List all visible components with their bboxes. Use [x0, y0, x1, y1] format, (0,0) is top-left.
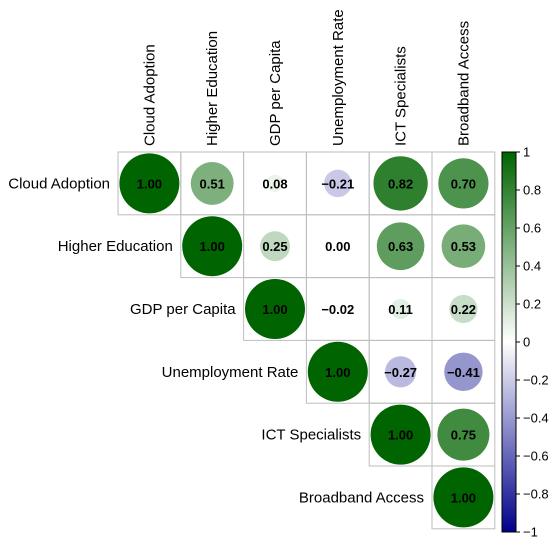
- correlation-value-0-2: 0.08: [262, 176, 287, 191]
- correlation-value-0-5: 0.70: [451, 176, 476, 191]
- correlation-value-1-1: 1.00: [200, 239, 225, 254]
- correlation-value-0-1: 0.51: [200, 176, 225, 191]
- correlation-circle-1-2: [260, 231, 290, 262]
- correlation-circle-3-4: [385, 356, 417, 388]
- column-labels: Cloud Adoption Higher Education GDP per Ca…: [141, 9, 472, 146]
- correlation-circle-1-5: [441, 224, 486, 269]
- correlation-value-2-5: 0.22: [451, 302, 476, 317]
- circle-layer: [119, 153, 494, 528]
- correlation-value-3-5: −0.41: [447, 365, 480, 380]
- correlation-circle-0-5: [438, 158, 489, 209]
- correlation-value-0-0: 1.00: [137, 176, 162, 191]
- correlation-circle-0-3: [324, 169, 352, 198]
- colorbar-gradient: [501, 151, 517, 533]
- column-label-cloud-adoption: Cloud Adoption: [141, 44, 158, 146]
- colorbar-tick-label: 0: [523, 335, 530, 350]
- correlation-value-2-4: 0.11: [388, 302, 413, 317]
- grid-layer: [117, 151, 496, 530]
- correlation-value-1-5: 0.53: [451, 239, 476, 254]
- correlation-circle-2-5: [449, 294, 478, 324]
- row-labels: Cloud Adoption Higher Education GDP per Ca…: [8, 175, 424, 506]
- correlation-value-1-2: 0.25: [262, 239, 287, 254]
- row-label-cloud-adoption: Cloud Adoption: [8, 175, 110, 192]
- colorbar-tick-label: 1: [523, 145, 530, 160]
- column-label-ict-specialists: ICT Specialists: [393, 46, 410, 146]
- column-label-gdp-per-capita: GDP per Capita: [267, 40, 284, 146]
- colorbar-tick-label: −1: [523, 525, 538, 540]
- correlation-circle-1-4: [376, 222, 425, 271]
- correlation-circle-3-3: [307, 341, 368, 402]
- column-label-broadband-access: Broadband Access: [455, 21, 472, 146]
- correlation-value-1-4: 0.63: [388, 239, 413, 254]
- colorbar-tick-label: 0.4: [523, 259, 541, 274]
- column-label-unemployment-rate: Unemployment Rate: [330, 9, 347, 146]
- correlation-value-4-4: 1.00: [388, 428, 413, 443]
- colorbar-tick-label: 0.6: [523, 221, 541, 236]
- correlation-value-2-3: −0.02: [321, 302, 354, 317]
- correlation-circle-0-4: [373, 156, 428, 211]
- correlation-value-0-4: 0.82: [388, 176, 413, 191]
- correlation-circle-5-5: [433, 467, 494, 528]
- row-label-gdp-per-capita: GDP per Capita: [130, 301, 236, 318]
- correlation-circle-2-3: [333, 304, 343, 314]
- correlation-circle-3-5: [444, 352, 483, 392]
- colorbar-tick-label: −0.6: [523, 449, 549, 464]
- correlation-value-3-4: −0.27: [384, 365, 417, 380]
- correlation-circle-0-0: [119, 153, 180, 214]
- correlation-circle-1-1: [182, 216, 243, 277]
- correlation-circle-4-5: [437, 408, 490, 461]
- correlation-value-2-2: 1.00: [262, 302, 287, 317]
- correlation-circle-0-1: [190, 161, 234, 205]
- correlation-value-4-5: 0.75: [451, 428, 476, 443]
- correlation-circle-0-2: [266, 174, 284, 192]
- column-label-higher-education: Higher Education: [204, 31, 221, 146]
- correlation-value-5-5: 1.00: [451, 490, 476, 505]
- colorbar-tick-label: −0.4: [523, 411, 549, 426]
- row-label-ict-specialists: ICT Specialists: [261, 427, 361, 444]
- row-label-broadband-access: Broadband Access: [299, 489, 424, 506]
- correlation-circle-4-4: [370, 404, 431, 465]
- colorbar-tick-label: 0.8: [523, 183, 541, 198]
- cell-5-5: [431, 465, 496, 530]
- row-label-unemployment-rate: Unemployment Rate: [162, 364, 299, 381]
- row-label-higher-education: Higher Education: [58, 238, 173, 255]
- colorbar-tick-label: 0.2: [523, 297, 541, 312]
- correlation-value-1-3: 0.00: [325, 239, 350, 254]
- correlation-value-3-3: 1.00: [325, 365, 350, 380]
- colorbar: 1 0.8 0.6 0.4 0.2 0 −0.2 −0.4 −0.6 −0.8 −1: [501, 145, 549, 540]
- value-layer: 1.00 0.51 0.08 −0.21 0.82 0.70 1.00 0.25 0.00 0.6…: [137, 176, 480, 505]
- correlation-value-0-3: −0.21: [321, 176, 354, 191]
- colorbar-tick-label: −0.2: [523, 373, 549, 388]
- correlation-circle-2-2: [245, 279, 305, 339]
- colorbar-ticks: 1 0.8 0.6 0.4 0.2 0 −0.2 −0.4 −0.6 −0.8 −1: [516, 145, 549, 540]
- correlation-circle-2-4: [390, 299, 411, 319]
- colorbar-tick-label: −0.8: [523, 487, 549, 502]
